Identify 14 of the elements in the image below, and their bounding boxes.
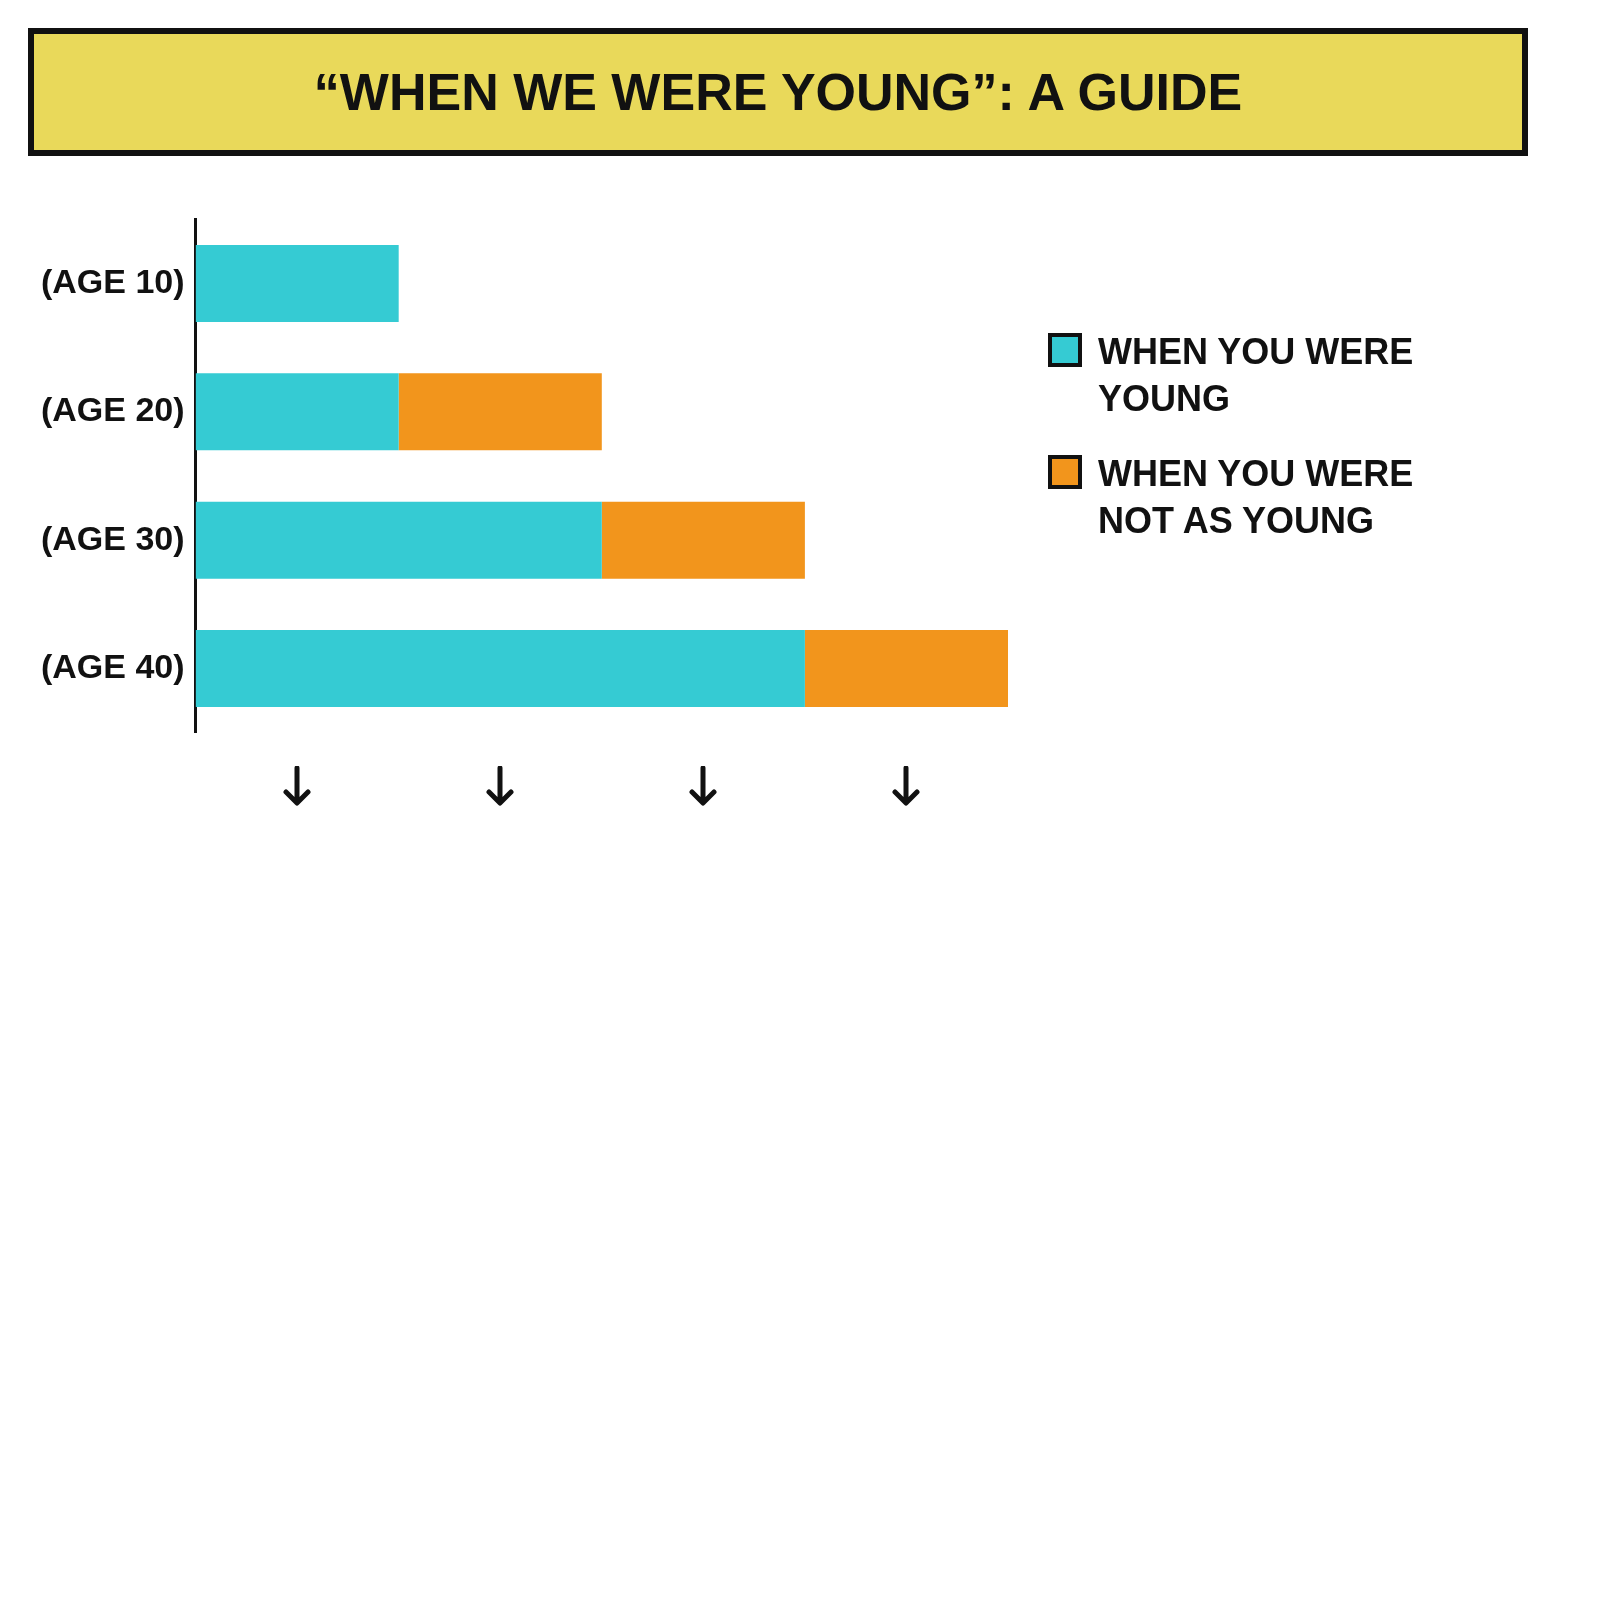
legend-label: WHEN YOU WERE NOT AS YOUNG: [1098, 452, 1415, 543]
bar: [804, 629, 1008, 707]
y-tick-label: (AGE 40): [40, 646, 185, 685]
bar: [601, 501, 805, 579]
bar: [398, 373, 602, 451]
y-tick-label: (AGE 30): [40, 518, 185, 557]
y-tick-label: (AGE 20): [40, 390, 185, 429]
bar: [195, 373, 399, 451]
legend-label: WHEN YOU WERE YOUNG: [1098, 330, 1415, 422]
bar: [195, 501, 602, 579]
y-tick-label: (AGE 10): [40, 261, 185, 300]
bar: [195, 629, 805, 707]
bar: [195, 245, 399, 323]
chart-title: “WHEN WE WERE YOUNG”: A GUIDE: [28, 28, 1528, 156]
